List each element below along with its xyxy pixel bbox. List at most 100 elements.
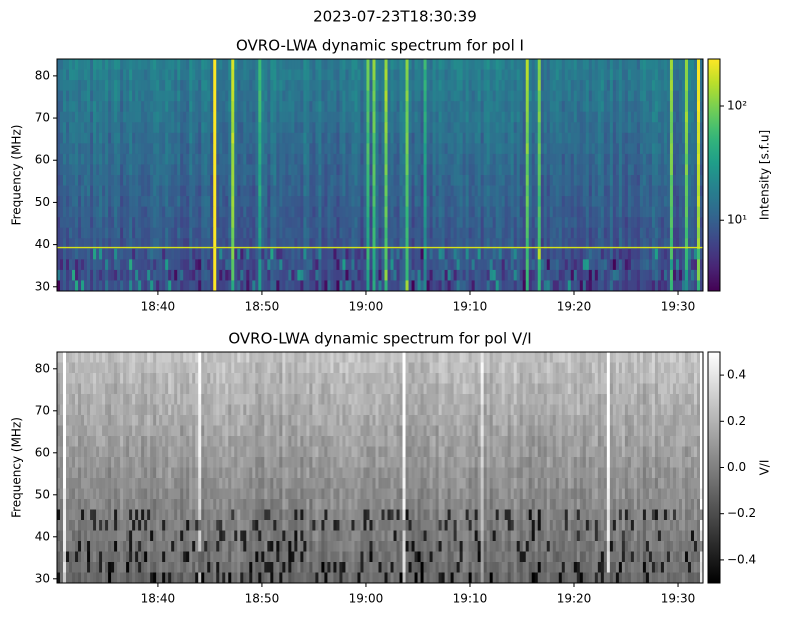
spectrum-cell [102,69,106,81]
spectrum-cell [90,132,94,144]
spectrum-cell [492,153,497,165]
spectrum-cell [603,217,608,229]
spectrum-cell [567,259,572,271]
spectrum-cell [636,90,641,102]
spectrum-cell [117,80,121,92]
spectrum-cell [558,101,563,113]
spectrum-cell [528,248,533,260]
spectrum-cell [252,185,256,197]
spectrum-cell [114,269,118,281]
spectrum-cell [243,132,247,144]
spectrum-cell [585,69,590,81]
spectrum-cell [231,111,235,123]
spectrum-cell [147,164,151,176]
spectrum-cell [558,269,563,281]
spectrum-cell [540,153,545,165]
spectrum-cell [483,101,488,113]
spectrum-cell [666,227,671,239]
spectrum-cell [540,111,545,123]
spectrum-cell [93,259,97,271]
spectrum-cell [675,143,680,155]
spectrum-cell [252,248,256,260]
spectrum-cell [678,59,683,70]
spectrum-cell [429,132,433,144]
spectrum-cell [435,206,439,218]
spectrum-cell [639,206,644,218]
spectrum-cell [210,153,214,165]
spectrum-cell [264,238,268,250]
spectrum-cell [300,175,304,186]
spectrum-cell [684,143,689,155]
spectrum-cell [120,164,124,176]
spectrum-cell [468,90,473,102]
spectrum-cell [237,80,241,92]
spectrum-cell [648,238,653,250]
spectrum-cell [114,143,118,155]
spectrum-cell [519,280,524,292]
spectrum-cell [561,80,566,92]
spectrum-cell [198,164,202,176]
spectrum-cell [480,280,485,292]
spectrum-cell [327,111,331,123]
spectrum-cell [438,59,442,70]
spectrum-cell [165,206,169,218]
spectrum-cell [102,259,106,271]
spectrum-cell [570,80,575,92]
spectrum-cell [309,175,313,186]
spectrum-cell [273,248,277,260]
spectrum-cell [516,122,521,134]
spectrum-cell [381,122,385,134]
spectrum-cell [519,196,524,208]
spectrum-cell [444,248,448,260]
spectrum-cell [150,206,154,218]
spectrum-cell [372,259,376,271]
spectrum-cell [240,122,244,134]
spectrum-cell [228,175,232,186]
spectrum-cell [159,248,163,260]
spectrum-cell [120,238,124,250]
spectrum-cell [531,227,536,239]
spectrum-cell [642,175,647,186]
spectrum-cell [57,238,61,250]
spectrum-cell [231,185,235,197]
x-tick-label: 19:00 [349,300,384,314]
spectrum-cell [309,132,313,144]
spectrum-cell [423,143,427,155]
spectrum-cell [399,259,403,271]
spectrum-cell [417,132,421,144]
spectrum-cell [315,132,319,144]
spectrum-cell [330,153,334,165]
spectrum-cell [150,196,154,208]
spectrum-cell [159,206,163,218]
spectrum-cell [303,227,307,239]
spectrum-cell [285,90,289,102]
y-tick-label: 80 [35,68,50,82]
spectrum-cell [420,259,424,271]
spectrum-cell [108,248,112,260]
spectrum-cell [63,122,67,134]
spectrum-cell [672,111,677,123]
spectrum-cell [249,217,253,229]
spectrum-cell [420,217,424,229]
spectrum-cell [546,196,551,208]
spectrum-cell [471,248,476,260]
spectrum-cell [561,280,566,292]
spectrum-cell [204,143,208,155]
spectrum-cell [522,143,527,155]
spectrum-cell [540,248,545,260]
spectrum-cell [636,196,641,208]
spectrum-cell [261,69,265,81]
spectrum-cell [498,111,503,123]
spectrum-cell [414,259,418,271]
spectrum-cell [144,352,148,363]
spectrum-cell [189,80,193,92]
spectrum-cell [192,111,196,123]
spectrum-cell [654,80,659,92]
spectrum-cell [447,269,451,281]
spectrum-cell [567,69,572,81]
spectrum-cell [285,248,289,260]
spectrum-cell [414,227,418,239]
spectrum-cell [465,143,470,155]
spectrum-cell [324,122,328,134]
spectrum-cell [252,217,256,229]
